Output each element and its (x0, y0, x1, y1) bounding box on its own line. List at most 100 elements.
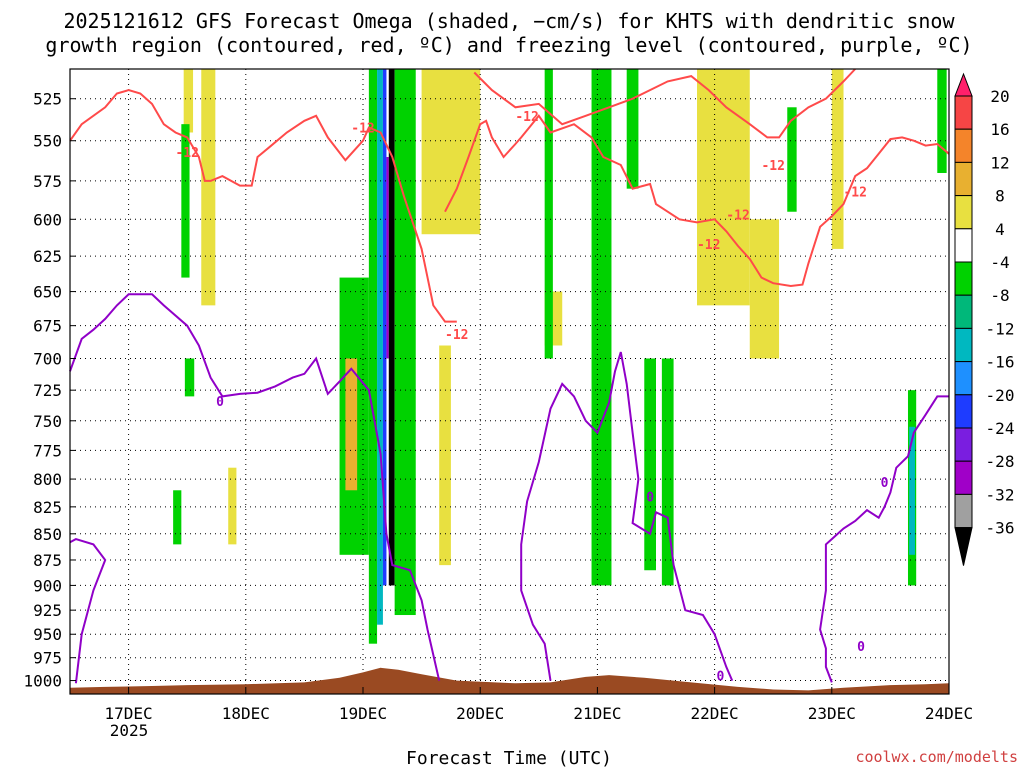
y-tick-label-800: 800 (33, 470, 62, 489)
y-tick-label-575: 575 (33, 172, 62, 191)
omega-region-1 (201, 69, 216, 306)
colorbar-box-13 (954, 493, 973, 529)
omega-region-18 (591, 69, 612, 586)
colorbar-bottom-arrow (954, 527, 973, 566)
colorbar-label-3: 8 (995, 187, 1005, 206)
colorbar: 20 16 12 8 4 -4 -8 -12 -16 -20 -24 -28 -32 -36 (954, 72, 1015, 566)
colorbar-label-0: 20 (990, 87, 1009, 106)
y-tick-label-650: 650 (33, 283, 62, 302)
colorbar-label-4: 4 (995, 220, 1005, 239)
dgz-label-0: -12 (175, 146, 198, 161)
freezing-label-0: 0 (216, 395, 224, 410)
dgz-label-1: -12 (351, 121, 374, 136)
omega-region-9 (439, 345, 451, 566)
omega-region-3 (181, 124, 190, 278)
y-tick-label-550: 550 (33, 132, 62, 151)
y-tick-label-775: 775 (33, 441, 62, 460)
chart-title-line2: growth region (contoured, red, ºC) and f… (45, 33, 972, 57)
y-tick-label-900: 900 (33, 576, 62, 595)
omega-region-14 (388, 69, 395, 586)
omega-region-11 (377, 69, 383, 625)
freezing-contour-c (520, 351, 734, 681)
colorbar-label-7: -12 (986, 319, 1015, 338)
omega-region-10 (368, 69, 378, 644)
omega-region-12 (382, 69, 387, 586)
colorbar-box-3 (954, 161, 973, 197)
colorbar-box-12 (954, 460, 973, 495)
colorbar-label-12: -32 (986, 485, 1015, 504)
colorbar-box-6 (954, 261, 973, 296)
plot-frame (69, 68, 950, 695)
dgz-contour-right (444, 114, 950, 288)
colorbar-box-4 (954, 195, 973, 230)
x-tick-label-19DEC: 19DEC (339, 704, 387, 723)
y-tick-label-1000: 1000 (23, 672, 62, 691)
chart-title-line1: 2025121612 GFS Forecast Omega (shaded, −… (63, 9, 955, 33)
x-tick-label-22DEC: 22DEC (691, 704, 739, 723)
dgz-contour-left (69, 89, 457, 323)
freezing-contour-b (69, 293, 441, 681)
omega-region-17 (544, 69, 553, 359)
dgz-contour-upper (473, 68, 856, 139)
y-tick-label-700: 700 (33, 349, 62, 368)
contour-lines: -12 -12 -12 -12 -12 -12 -12 -12 0 0 0 0 0 (69, 68, 950, 685)
y-tick-label-725: 725 (33, 381, 62, 400)
colorbar-box-10 (954, 394, 973, 429)
y-tick-label-925: 925 (33, 601, 62, 620)
colorbar-box-9 (954, 361, 973, 396)
colorbar-top-arrow (954, 72, 973, 97)
omega-region-2 (228, 467, 237, 545)
colorbar-box-7 (954, 294, 973, 329)
plot-area (173, 69, 947, 644)
colorbar-label-2: 12 (990, 153, 1009, 172)
y-tick-label-675: 675 (33, 317, 62, 336)
y-tick-label-825: 825 (33, 498, 62, 517)
colorbar-label-1: 16 (990, 120, 1009, 139)
y-tick-label-625: 625 (33, 247, 62, 266)
terrain-fill (70, 667, 949, 694)
omega-region-22 (787, 107, 797, 212)
x-axis-label: Forecast Time (UTC) (406, 748, 612, 768)
y-axis-ticks: 525 550 575 600 625 650 675 700 725 750 775 800 825 8… (23, 90, 76, 691)
omega-region-27 (749, 219, 780, 359)
colorbar-box-8 (954, 327, 973, 363)
omega-region-15 (394, 69, 416, 616)
freezing-label-4: 0 (857, 640, 865, 655)
y-tick-label-850: 850 (33, 525, 62, 544)
freezing-contour-d (819, 395, 949, 683)
colorbar-label-11: -28 (986, 452, 1015, 471)
y-tick-label-975: 975 (33, 649, 62, 668)
colorbar-label-5: -4 (990, 253, 1009, 272)
x-axis-ticks: 17DEC 18DEC 19DEC 20DEC 21DEC 22DEC 23DEC 24DEC (105, 687, 973, 723)
dgz-label-2: -12 (515, 110, 538, 125)
y-tick-label-600: 600 (33, 210, 62, 229)
x-tick-label-18DEC: 18DEC (222, 704, 270, 723)
x-tick-label-23DEC: 23DEC (808, 704, 856, 723)
omega-region-19 (626, 69, 639, 189)
y-tick-label-525: 525 (33, 90, 62, 109)
x-tick-label-20DEC: 20DEC (456, 704, 504, 723)
freezing-label-2: 0 (717, 670, 725, 685)
omega-region-7 (345, 358, 358, 491)
colorbar-label-6: -8 (990, 286, 1009, 305)
colorbar-label-9: -20 (986, 386, 1015, 405)
x-tick-label-21DEC: 21DEC (573, 704, 621, 723)
y-tick-label-950: 950 (33, 625, 62, 644)
colorbar-label-10: -24 (986, 419, 1015, 438)
freezing-label-1: 0 (646, 490, 654, 505)
x-tick-label-17DEC: 17DEC (105, 704, 153, 723)
year-label: 2025 (110, 721, 149, 740)
terrain-area (70, 667, 949, 694)
dgz-label-6: -12 (445, 328, 468, 343)
omega-region-25 (909, 426, 916, 555)
colorbar-box-2 (954, 128, 973, 163)
omega-region-20 (644, 358, 656, 571)
omega-region-26 (697, 69, 750, 306)
dgz-label-7: -12 (761, 159, 784, 174)
omega-region-0 (183, 69, 194, 133)
dgz-label-5: -12 (843, 185, 866, 200)
omega-region-13 (386, 156, 389, 359)
omega-region-5 (173, 490, 182, 545)
colorbar-label-13: -36 (986, 519, 1015, 538)
